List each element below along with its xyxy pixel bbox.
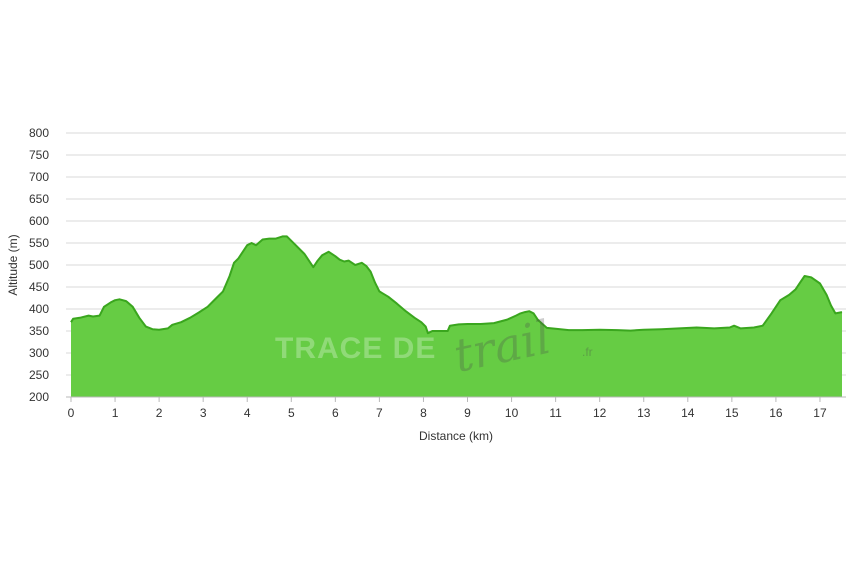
x-tick-label: 17 xyxy=(813,406,827,420)
y-tick-label: 300 xyxy=(29,346,49,360)
x-tick-label: 16 xyxy=(769,406,783,420)
x-tick-label: 3 xyxy=(200,406,207,420)
watermark-main-text: TRACE DE xyxy=(275,332,436,365)
x-tick-label: 5 xyxy=(288,406,295,420)
y-tick-label: 350 xyxy=(29,324,49,338)
x-tick-label: 2 xyxy=(156,406,163,420)
x-tick-label: 4 xyxy=(244,406,251,420)
series-group xyxy=(70,235,843,397)
x-tick-label: 14 xyxy=(681,406,695,420)
y-tick-label: 450 xyxy=(29,280,49,294)
x-tick-label: 7 xyxy=(376,406,383,420)
watermark-suffix-text: .fr xyxy=(582,345,593,359)
x-tick-label: 1 xyxy=(112,406,119,420)
x-tick-label: 9 xyxy=(464,406,471,420)
x-tick-label: 8 xyxy=(420,406,427,420)
y-tick-label: 650 xyxy=(29,192,49,206)
x-tick-label: 11 xyxy=(549,406,562,420)
x-axis-title: Distance (km) xyxy=(419,429,493,443)
y-tick-label: 400 xyxy=(29,302,49,316)
y-axis-ticks: 200 250 300 350 400 450 500 550 600 650 700 750 800 xyxy=(29,126,49,404)
x-tick-label: 6 xyxy=(332,406,339,420)
x-axis-ticks: 0 1 2 3 4 5 6 7 8 9 10 11 12 13 14 15 16 17 xyxy=(68,397,827,420)
elevation-line xyxy=(70,235,843,335)
x-tick-label: 15 xyxy=(725,406,739,420)
y-tick-label: 700 xyxy=(29,170,49,184)
y-tick-label: 200 xyxy=(29,390,49,404)
y-tick-label: 550 xyxy=(29,236,49,250)
y-tick-label: 600 xyxy=(29,214,49,228)
y-tick-label: 250 xyxy=(29,368,49,382)
x-tick-label: 13 xyxy=(637,406,651,420)
y-tick-label: 750 xyxy=(29,148,49,162)
y-tick-label: 800 xyxy=(29,126,49,140)
y-axis-title: Altitude (m) xyxy=(6,234,20,295)
x-tick-label: 0 xyxy=(68,406,75,420)
y-tick-label: 500 xyxy=(29,258,49,272)
x-tick-label: 12 xyxy=(593,406,607,420)
elevation-area xyxy=(71,236,842,397)
x-tick-label: 10 xyxy=(505,406,519,420)
